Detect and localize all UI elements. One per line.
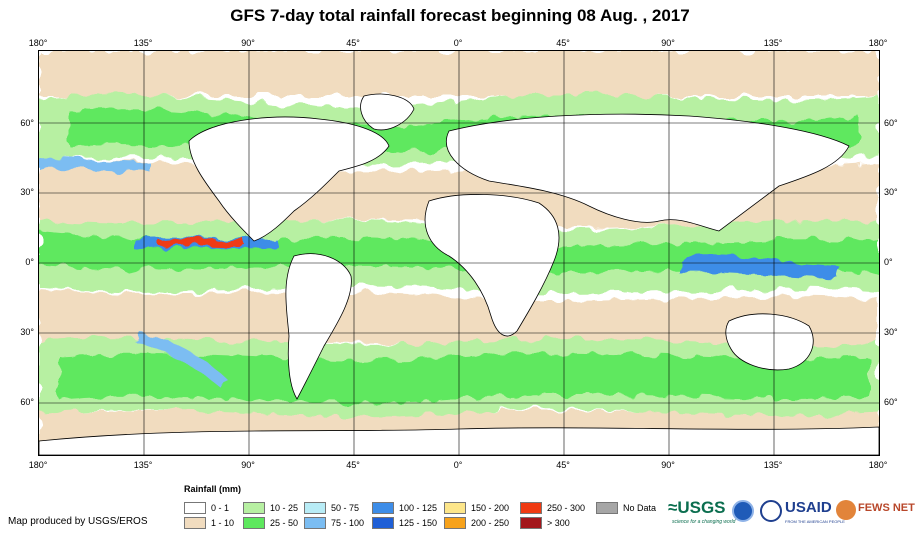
legend-label: 0 - 1 — [211, 502, 230, 513]
north-america — [188, 116, 390, 242]
legend-swatch — [184, 516, 206, 529]
australia — [725, 313, 814, 371]
legend-swatch — [372, 501, 394, 514]
legend-title: Rainfall (mm) — [184, 484, 242, 494]
lon-label: 45° — [346, 38, 360, 48]
lat-label: 0° — [25, 257, 34, 267]
legend-swatch — [444, 501, 466, 514]
noaa-logo-icon — [732, 500, 754, 522]
rainfall-map — [38, 50, 880, 456]
lon-label: 0° — [453, 38, 463, 48]
legend-item: 1 - 10 — [184, 516, 235, 529]
lon-label: 90° — [241, 38, 255, 48]
legend-item: 10 - 25 — [243, 501, 299, 514]
lon-label: 135° — [133, 38, 153, 48]
legend-label: 25 - 50 — [270, 517, 299, 528]
legend-swatch — [243, 516, 265, 529]
lon-label: 45° — [556, 460, 570, 470]
lon-label: 135° — [763, 38, 783, 48]
legend-label: 100 - 125 — [399, 502, 438, 513]
lon-label: 180° — [868, 460, 888, 470]
africa — [424, 194, 560, 337]
legend-label: 150 - 200 — [471, 502, 510, 513]
lon-label: 180° — [28, 460, 48, 470]
legend-label: 1 - 10 — [211, 517, 235, 528]
legend-item: 125 - 150 — [372, 516, 438, 529]
lat-label: 60° — [20, 118, 34, 128]
legend-item: 75 - 100 — [304, 516, 365, 529]
legend-label: No Data — [623, 502, 657, 513]
legend-swatch — [372, 516, 394, 529]
usaid-logo-text: USAID — [785, 499, 832, 516]
legend-label: 75 - 100 — [331, 517, 365, 528]
lat-label: 30° — [884, 187, 898, 197]
legend-item: 250 - 300 — [520, 501, 586, 514]
lon-label: 90° — [661, 460, 675, 470]
legend-label: > 300 — [547, 517, 570, 528]
usaid-seal-icon — [760, 500, 782, 522]
legend-swatch — [444, 516, 466, 529]
lon-label: 135° — [133, 460, 153, 470]
lon-label: 45° — [346, 460, 360, 470]
legend-label: 250 - 300 — [547, 502, 586, 513]
legend-label: 10 - 25 — [270, 502, 299, 513]
graticule — [39, 51, 879, 455]
legend-label: 50 - 75 — [331, 502, 360, 513]
lon-label: 0° — [453, 460, 463, 470]
legend-item: 50 - 75 — [304, 501, 360, 514]
legend-item: 100 - 125 — [372, 501, 438, 514]
lon-label: 90° — [241, 460, 255, 470]
map-title: GFS 7-day total rainfall forecast beginn… — [230, 6, 690, 25]
legend-label: 200 - 250 — [471, 517, 510, 528]
eurasia — [446, 113, 850, 232]
lat-label: 60° — [884, 118, 898, 128]
legend-item: 150 - 200 — [444, 501, 510, 514]
lat-label: 30° — [884, 327, 898, 337]
lon-label: 180° — [868, 38, 888, 48]
lat-label: 30° — [20, 187, 34, 197]
lon-label: 180° — [28, 38, 48, 48]
fews-net-logo-text: FEWS NET — [858, 502, 915, 514]
lat-label: 0° — [884, 257, 893, 267]
legend-swatch — [520, 501, 542, 514]
legend-swatch — [304, 516, 326, 529]
fews-globe-icon — [836, 500, 856, 520]
legend-swatch — [304, 501, 326, 514]
legend-swatch — [243, 501, 265, 514]
lat-label: 60° — [20, 397, 34, 407]
south-america — [285, 253, 352, 400]
legend-label: 125 - 150 — [399, 517, 438, 528]
usgs-tagline: science for a changing world — [672, 519, 736, 525]
lon-label: 45° — [556, 38, 570, 48]
legend-swatch — [184, 501, 206, 514]
lat-label: 60° — [884, 397, 898, 407]
greenland — [360, 93, 415, 131]
map-canvas — [39, 51, 879, 455]
lon-label: 90° — [661, 38, 675, 48]
legend-item: 0 - 1 — [184, 501, 230, 514]
legend-swatch — [596, 501, 618, 514]
legend-swatch — [520, 516, 542, 529]
legend-item: > 300 — [520, 516, 570, 529]
usaid-tagline: FROM THE AMERICAN PEOPLE — [785, 519, 845, 524]
legend-item: No Data — [596, 501, 657, 514]
credit-text: Map produced by USGS/EROS — [8, 516, 148, 527]
legend-item: 25 - 50 — [243, 516, 299, 529]
lat-label: 30° — [20, 327, 34, 337]
lon-label: 135° — [763, 460, 783, 470]
legend-item: 200 - 250 — [444, 516, 510, 529]
usgs-logo-text: ≈USGS — [668, 498, 726, 517]
